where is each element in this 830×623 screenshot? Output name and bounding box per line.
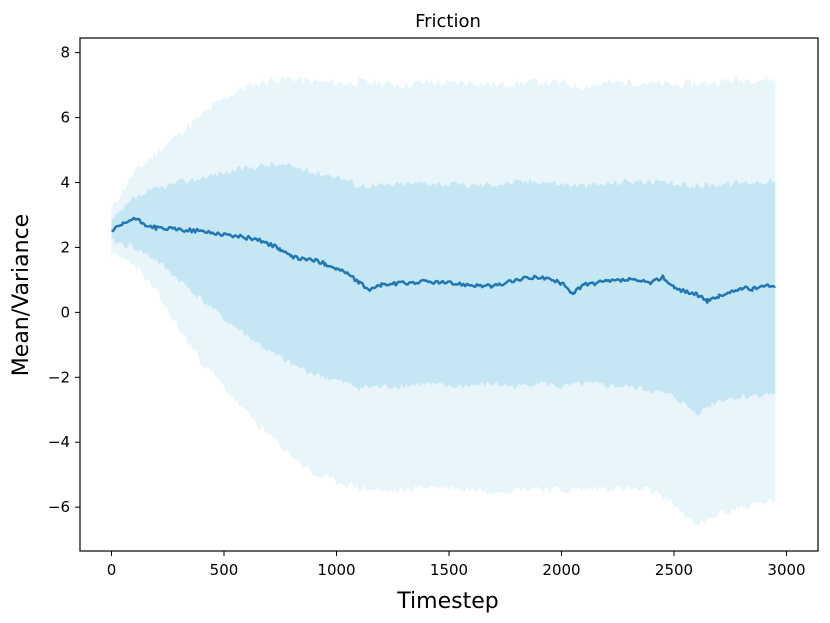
- y-tick-label: 4: [60, 173, 70, 191]
- x-axis-label: Timestep: [396, 589, 498, 614]
- y-tick-label: 8: [60, 44, 70, 62]
- y-tick-label: 6: [60, 109, 70, 127]
- y-tick-label: −2: [48, 368, 70, 386]
- y-tick-label: 0: [60, 303, 70, 321]
- x-tick-label: 2000: [542, 561, 580, 579]
- x-tick-label: 3000: [767, 561, 805, 579]
- chart-title: Friction: [415, 11, 481, 32]
- x-tick-label: 500: [210, 561, 239, 579]
- mean-line: [111, 216, 777, 304]
- x-tick-label: 2500: [655, 561, 693, 579]
- x-tick-label: 1500: [430, 561, 468, 579]
- y-tick-label: 2: [60, 238, 70, 256]
- y-axis-label: Mean/Variance: [9, 214, 34, 376]
- y-axis: 8 6 4 2 0 −2 −4 −6: [48, 44, 80, 516]
- y-tick-label: −6: [48, 498, 70, 516]
- plot-area: [111, 75, 777, 527]
- x-axis: 0 500 1000 1500 2000 2500 3000: [107, 551, 806, 579]
- y-tick-label: −4: [48, 433, 70, 451]
- x-tick-label: 1000: [317, 561, 355, 579]
- inner-variance-band: [111, 161, 776, 416]
- x-tick-label: 0: [107, 561, 117, 579]
